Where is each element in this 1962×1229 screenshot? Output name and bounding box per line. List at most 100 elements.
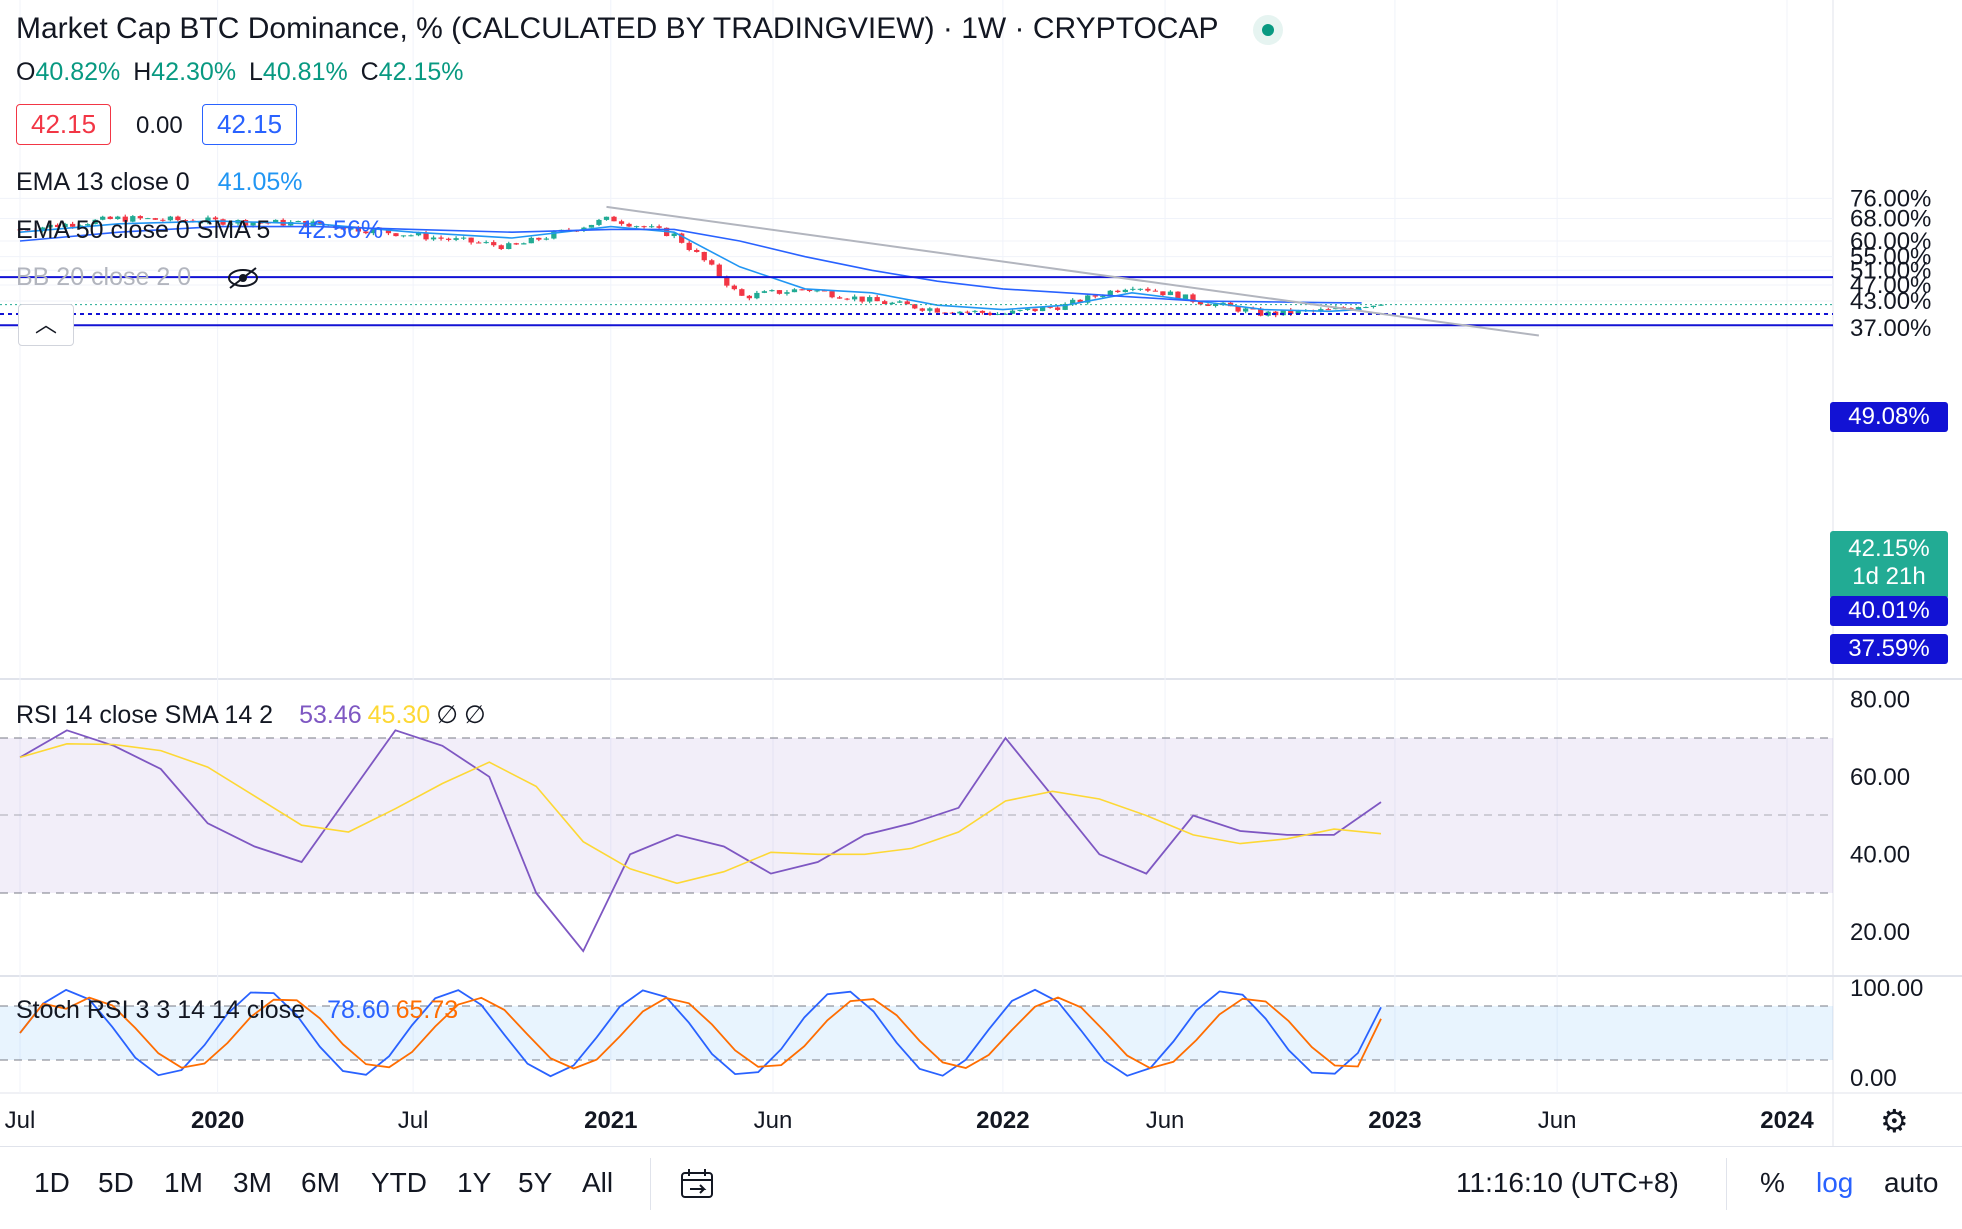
stoch-d-value: 65.73	[395, 996, 459, 1024]
candle-body	[1363, 307, 1369, 309]
candle-body	[77, 225, 83, 227]
candle-body	[897, 301, 903, 303]
candle-body	[54, 224, 61, 228]
market-status-icon	[1252, 15, 1283, 46]
ema50-value: 42.56%	[298, 216, 384, 244]
candle-body	[979, 310, 986, 313]
candle-body	[919, 308, 925, 311]
rsi-value: 53.46	[299, 701, 362, 729]
candle-body	[709, 260, 715, 265]
ema13-value: 41.05%	[217, 168, 303, 196]
candle-body	[17, 229, 23, 231]
candle-body	[1288, 309, 1294, 314]
candle-body	[1318, 309, 1324, 311]
candle-body	[242, 219, 249, 226]
time-tick-label: Jul	[5, 1107, 36, 1134]
candle-body	[205, 217, 211, 223]
candle-body	[415, 232, 422, 236]
candle-body	[1062, 303, 1068, 310]
clock-timezone[interactable]: 11:16:10 (UTC+8)	[1456, 1167, 1679, 1198]
range-6m[interactable]: 6M	[301, 1167, 340, 1198]
rsi-legend[interactable]: RSI 14 close SMA 14 2 53.46 45.30 ∅ ∅	[16, 700, 492, 730]
candle-body	[167, 216, 174, 221]
level-tag-37: 37.59%	[1830, 634, 1948, 664]
stoch-legend[interactable]: Stoch RSI 3 3 14 14 close 78.60 65.73	[16, 996, 464, 1025]
candle-body	[882, 301, 888, 305]
price-tick-label: 60.00%	[1850, 228, 1931, 255]
bb-legend[interactable]: BB 20 close 2 0	[16, 263, 260, 292]
candle-body	[1047, 306, 1053, 308]
grid	[0, 0, 1833, 1093]
bb-label: BB 20 close 2 0	[16, 263, 192, 291]
settings-gear-icon[interactable]: ⚙	[1880, 1103, 1909, 1139]
close-label: C	[360, 58, 379, 86]
candle-body	[385, 229, 392, 234]
candle-body	[859, 296, 865, 302]
candle-body	[746, 295, 752, 299]
range-all[interactable]: All	[582, 1167, 614, 1198]
percent-scale-button[interactable]: %	[1760, 1167, 1785, 1198]
candle-body	[1220, 302, 1226, 305]
candle-body	[408, 235, 414, 237]
price-tick-label: 47.00%	[1850, 272, 1931, 299]
candle-body	[212, 217, 219, 220]
candle-body	[1122, 289, 1128, 293]
candle-body	[776, 290, 783, 294]
candle-body	[1325, 309, 1331, 311]
candle-body	[370, 228, 377, 234]
last-price-value: 42.15%	[1848, 535, 1930, 562]
rsi-sma-line	[19, 742, 1382, 885]
candle-body	[836, 297, 843, 299]
ohlc-row: O40.82% H42.30% L40.81% C42.15%	[16, 58, 470, 87]
candle-body	[1002, 313, 1008, 315]
price-tick-label: 76.00%	[1850, 185, 1931, 212]
time-tick-label: 2023	[1368, 1107, 1421, 1134]
candle-body	[972, 310, 978, 312]
range-1y[interactable]: 1Y	[457, 1167, 492, 1198]
candle-body	[160, 219, 166, 221]
candle-body	[611, 216, 617, 222]
candle-body	[453, 238, 459, 240]
range-3m[interactable]: 3M	[233, 1167, 272, 1198]
date-range-icon[interactable]	[680, 1168, 716, 1205]
candle-body	[506, 243, 512, 250]
chart-title-row: Market Cap BTC Dominance, % (CALCULATED …	[16, 12, 1289, 46]
candle-body	[648, 226, 655, 228]
candle-body	[47, 224, 53, 228]
open-value: 40.82%	[35, 58, 121, 86]
candle-body	[1107, 290, 1113, 297]
buy-button[interactable]: 42.15	[202, 104, 298, 145]
range-1d[interactable]: 1D	[34, 1167, 70, 1198]
candle-body	[626, 223, 632, 227]
rsi-label: RSI 14 close SMA 14 2	[16, 701, 274, 729]
candle-body	[1242, 308, 1249, 312]
range-5y[interactable]: 5Y	[518, 1167, 553, 1198]
range-ytd[interactable]: YTD	[371, 1167, 427, 1198]
candle-body	[1182, 294, 1189, 300]
collapse-legend-button[interactable]: ︿	[18, 304, 74, 346]
range-1m[interactable]: 1M	[164, 1167, 203, 1198]
candle-body	[528, 237, 534, 244]
auto-scale-button[interactable]: auto	[1884, 1167, 1939, 1198]
chart-title: Market Cap BTC Dominance, % (CALCULATED …	[16, 12, 1219, 45]
range-5d[interactable]: 5D	[98, 1167, 134, 1198]
sell-button[interactable]: 42.15	[16, 104, 112, 145]
candle-body	[355, 226, 361, 232]
candle-body	[1137, 288, 1143, 290]
hidden-eye-icon[interactable]	[226, 266, 260, 290]
ema50-legend[interactable]: EMA 50 close 0 SMA 5 42.56%	[16, 216, 389, 245]
candle-body	[1190, 294, 1196, 302]
candle-body	[363, 231, 369, 234]
candle-body	[633, 226, 640, 228]
ema13-legend[interactable]: EMA 13 close 0 41.05%	[16, 168, 309, 197]
candle-body	[1115, 290, 1121, 293]
candle-body	[1235, 306, 1241, 312]
log-scale-button[interactable]: log	[1816, 1167, 1854, 1198]
candle-body	[182, 220, 189, 222]
candle-body	[227, 223, 234, 225]
candle-body	[468, 237, 474, 243]
candle-body	[889, 302, 895, 305]
candle-body	[107, 216, 113, 220]
candle-body	[393, 233, 399, 237]
